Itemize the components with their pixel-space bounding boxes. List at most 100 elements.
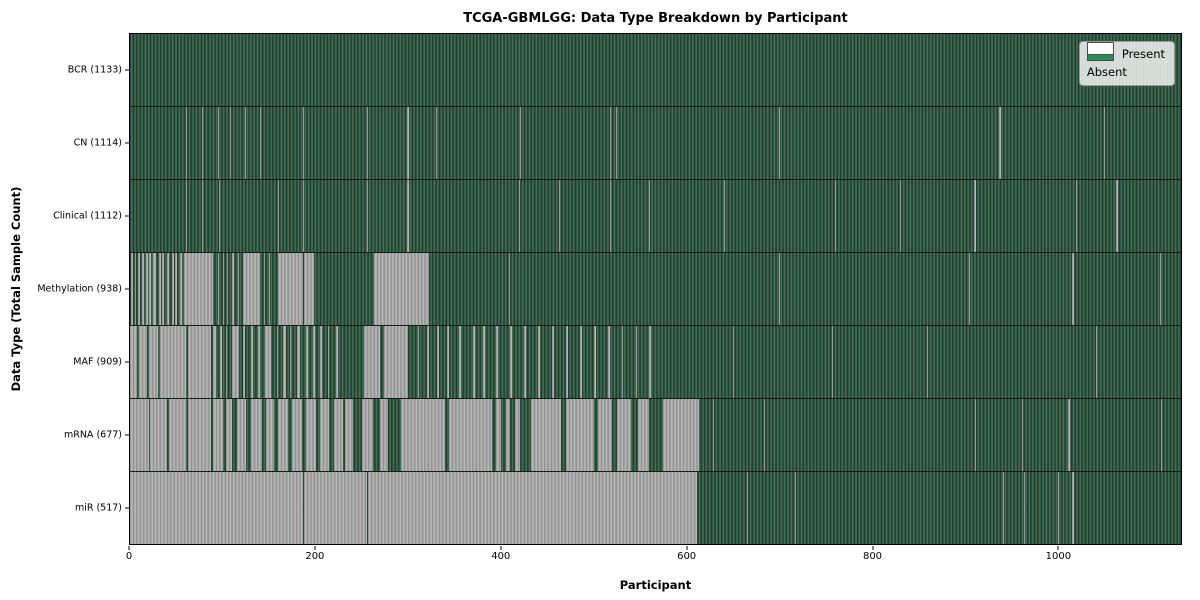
row-MAF xyxy=(130,325,1181,398)
absent-segment xyxy=(449,399,492,471)
absent-segment xyxy=(232,253,234,325)
absent-segment xyxy=(304,253,314,325)
absent-segment xyxy=(232,326,240,398)
y-tick-mark xyxy=(125,142,129,144)
absent-segment xyxy=(306,399,316,471)
absent-segment xyxy=(278,253,303,325)
row-BCR xyxy=(130,34,1181,106)
absent-segment xyxy=(764,399,766,471)
absent-segment xyxy=(296,326,300,398)
y-tick-mark xyxy=(125,434,129,436)
absent-segment xyxy=(616,107,618,179)
y-tick-mark xyxy=(125,69,129,71)
absent-segment xyxy=(505,399,511,471)
absent-segment xyxy=(496,399,502,471)
absent-segment xyxy=(226,399,233,471)
absent-segment xyxy=(1095,326,1097,398)
absent-segment xyxy=(593,326,596,398)
absent-segment xyxy=(334,399,344,471)
absent-segment xyxy=(150,399,168,471)
x-tick-label: 800 xyxy=(862,551,883,562)
absent-segment xyxy=(779,107,781,179)
absent-segment xyxy=(283,326,286,398)
x-tick-mark xyxy=(314,546,316,550)
absent-segment xyxy=(609,180,611,252)
row-Clinical xyxy=(130,179,1181,252)
absent-segment xyxy=(832,326,834,398)
absent-segment xyxy=(558,180,560,252)
x-tick-mark xyxy=(686,546,688,550)
absent-segment xyxy=(185,107,187,179)
absent-segment xyxy=(649,180,651,252)
x-tick-labels: 0 200 400 600 800 1000 xyxy=(126,551,1182,565)
absent-segment xyxy=(230,107,232,179)
absent-segment xyxy=(276,326,279,398)
absent-segment xyxy=(538,326,540,398)
absent-segment xyxy=(148,326,158,398)
absent-segment xyxy=(518,180,520,252)
y-tick-label: Methylation (938) xyxy=(37,283,122,295)
absent-segment xyxy=(514,399,520,471)
absent-segment xyxy=(524,326,527,398)
absent-segment xyxy=(171,253,174,325)
absent-segment xyxy=(437,326,439,398)
absent-segment xyxy=(263,253,266,325)
absent-segment xyxy=(304,472,368,544)
absent-segment xyxy=(732,326,734,398)
plot-area: Present Absent xyxy=(129,33,1182,545)
absent-segment xyxy=(649,326,652,398)
absent-segment xyxy=(565,326,568,398)
absent-segment xyxy=(218,253,220,325)
absent-segment xyxy=(187,399,211,471)
chart-title: TCGA-GBMLGG: Data Type Breakdown by Part… xyxy=(463,11,848,26)
absent-segment xyxy=(278,399,288,471)
absent-segment xyxy=(236,399,246,471)
absent-segment xyxy=(834,180,836,252)
absent-segment xyxy=(168,399,186,471)
y-tick-mark xyxy=(125,288,129,290)
absent-segment xyxy=(1022,399,1024,471)
x-tick-label: 200 xyxy=(305,551,325,562)
absent-segment xyxy=(617,399,631,471)
absent-segment xyxy=(638,399,650,471)
absent-segment xyxy=(289,326,292,398)
absent-segment xyxy=(565,399,594,471)
x-tick-mark xyxy=(1057,546,1059,550)
y-tick-label: Clinical (1112) xyxy=(53,210,122,222)
x-tick-mark xyxy=(128,546,130,550)
absent-segment xyxy=(134,253,137,325)
absent-segment xyxy=(202,180,204,252)
absent-segment xyxy=(1116,180,1118,252)
absent-segment xyxy=(130,326,138,398)
absent-segment xyxy=(367,180,369,252)
absent-segment xyxy=(1076,180,1078,252)
absent-segment xyxy=(312,326,315,398)
absent-segment xyxy=(974,180,976,252)
absent-segment xyxy=(436,107,438,179)
absent-segment xyxy=(162,253,165,325)
y-tick-mark xyxy=(125,215,129,217)
absent-segment xyxy=(292,399,302,471)
absent-segment xyxy=(278,180,280,252)
absent-segment xyxy=(496,326,499,398)
absent-segment xyxy=(1024,472,1026,544)
absent-segment xyxy=(607,326,610,398)
row-Methylation xyxy=(130,252,1181,325)
row-CN xyxy=(130,106,1181,179)
legend-present-label: Present xyxy=(1121,47,1165,61)
x-tick-label: 1000 xyxy=(1045,551,1072,562)
absent-segment xyxy=(968,253,971,325)
absent-segment xyxy=(219,326,222,398)
absent-segment xyxy=(243,326,245,398)
y-tick-label: BCR (1133) xyxy=(67,64,122,76)
absent-segment xyxy=(159,326,186,398)
absent-segment xyxy=(237,253,239,325)
absent-segment xyxy=(1072,253,1075,325)
absent-segment xyxy=(509,253,511,325)
absent-segment xyxy=(213,399,223,471)
absent-segment xyxy=(187,326,211,398)
absent-segment xyxy=(621,326,624,398)
x-tick-mark xyxy=(500,546,502,550)
x-tick-marks xyxy=(128,546,1182,550)
